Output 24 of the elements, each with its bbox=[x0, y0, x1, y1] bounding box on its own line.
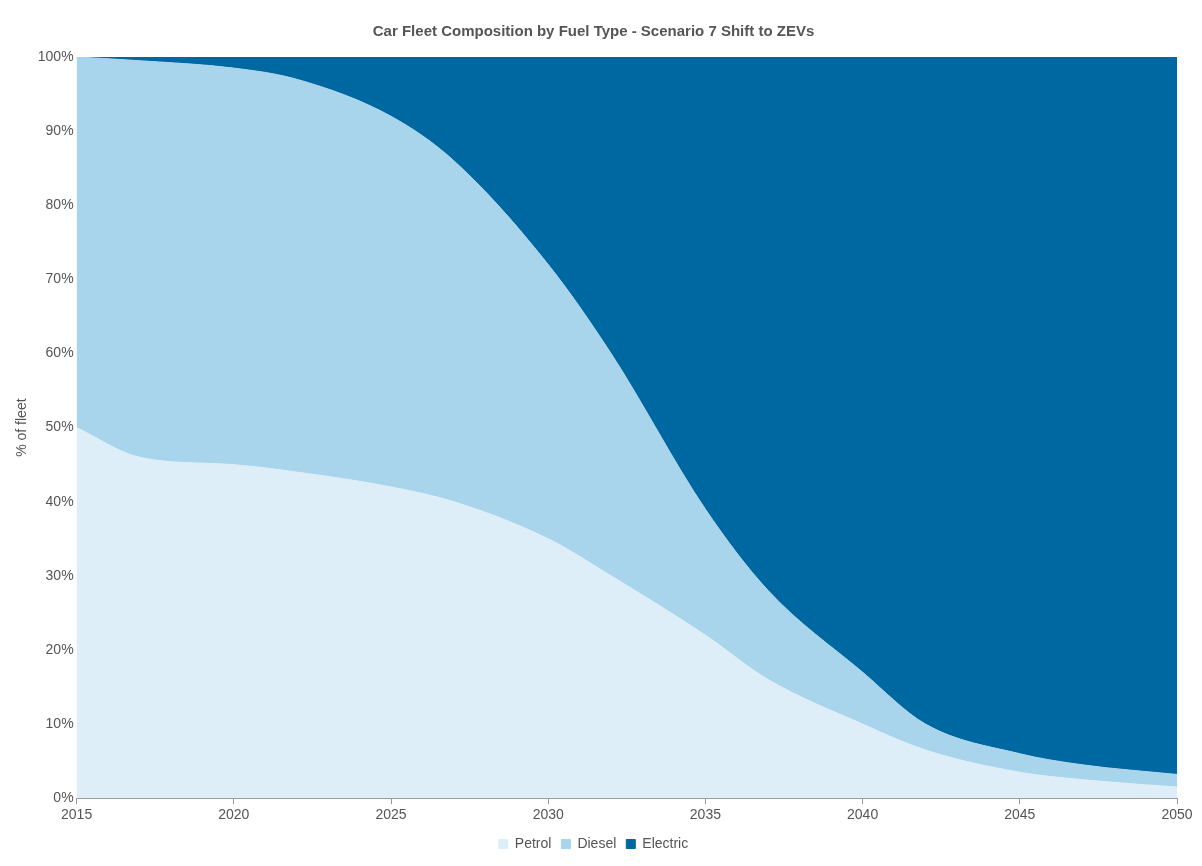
y-axis-title: % of fleet bbox=[13, 398, 30, 457]
legend-label: Electric bbox=[642, 834, 689, 851]
x-tick-label: 2020 bbox=[218, 806, 250, 823]
legend-label: Diesel bbox=[577, 834, 617, 851]
x-tick-label: 2045 bbox=[1004, 806, 1036, 823]
y-tick-label: 80% bbox=[45, 196, 74, 213]
legend-label: Petrol bbox=[514, 834, 552, 851]
y-tick-label: 0% bbox=[53, 789, 74, 806]
x-tick-label: 2015 bbox=[61, 806, 93, 823]
chart-title: Car Fleet Composition by Fuel Type - Scenario 7 Shift to ZEVs bbox=[372, 22, 815, 40]
y-tick-label: 10% bbox=[45, 714, 74, 731]
x-tick-label: 2035 bbox=[689, 806, 722, 823]
y-tick-label: 40% bbox=[45, 492, 74, 509]
y-tick-label: 30% bbox=[45, 566, 74, 583]
x-tick-label: 2050 bbox=[1161, 806, 1193, 823]
x-tick-label: 2040 bbox=[847, 806, 879, 823]
y-tick-label: 90% bbox=[45, 121, 74, 138]
y-tick-label: 70% bbox=[45, 270, 74, 287]
y-tick-label: 50% bbox=[45, 418, 74, 435]
y-tick-label: 100% bbox=[37, 47, 74, 64]
x-tick-label: 2025 bbox=[375, 806, 407, 823]
y-tick-label: 20% bbox=[45, 640, 74, 657]
x-tick-label: 2030 bbox=[532, 806, 564, 823]
y-tick-label: 60% bbox=[45, 344, 74, 361]
